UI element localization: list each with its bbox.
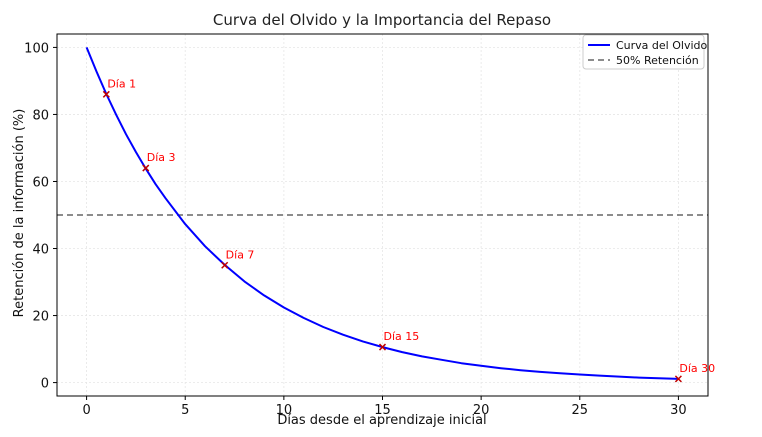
x-tick-label: 20: [473, 403, 490, 418]
review-points-group: Día 1 Día 3 Día 7 Día 15 Día 30: [102, 77, 715, 383]
x-tick-label: 25: [571, 403, 588, 418]
x-tick-label: 15: [374, 403, 391, 418]
review-point-marker: [378, 343, 387, 351]
y-axis-label: Retención de la información (%): [12, 109, 27, 318]
x-tick-label: 10: [276, 403, 293, 418]
chart-title: Curva del Olvido y la Importancia del Re…: [213, 11, 551, 29]
legend-label-reference: 50% Retención: [616, 54, 699, 67]
y-tick-label: 80: [32, 108, 49, 123]
series-group: [85, 47, 679, 380]
x-tick-label: 30: [670, 403, 687, 418]
review-point-label: Día 3: [147, 151, 176, 164]
legend-box: [582, 34, 705, 70]
y-tick-label: 0: [41, 377, 49, 392]
review-point-marker: [102, 90, 110, 98]
review-point-label: Día 7: [226, 248, 255, 261]
review-point-marker: [674, 375, 682, 383]
x-tick-label: 0: [82, 403, 90, 418]
series-line-curva-del-olvido: [85, 47, 679, 380]
review-point-marker: [221, 261, 229, 269]
review-point-marker: [142, 164, 150, 172]
y-tick-label: 60: [32, 175, 49, 190]
legend-label-curve: Curva del Olvido: [616, 39, 707, 52]
y-tick-label: 20: [32, 310, 49, 325]
review-point-label: Día 15: [384, 330, 420, 343]
y-tick-label: 100: [24, 41, 49, 56]
review-point-label: Día 1: [107, 77, 136, 90]
x-axis-label: Días desde el aprendizaje inicial: [277, 413, 486, 428]
y-tick-label: 40: [32, 243, 49, 258]
x-tick-label: 5: [181, 403, 189, 418]
legend: Curva del Olvido 50% Retención: [582, 34, 707, 70]
review-point-label: Día 30: [679, 362, 715, 375]
y-axis-ticks: 0 20 40 60 80 100: [24, 41, 57, 392]
x-axis-ticks: 0 5 10 15 20 25 30: [82, 396, 687, 418]
